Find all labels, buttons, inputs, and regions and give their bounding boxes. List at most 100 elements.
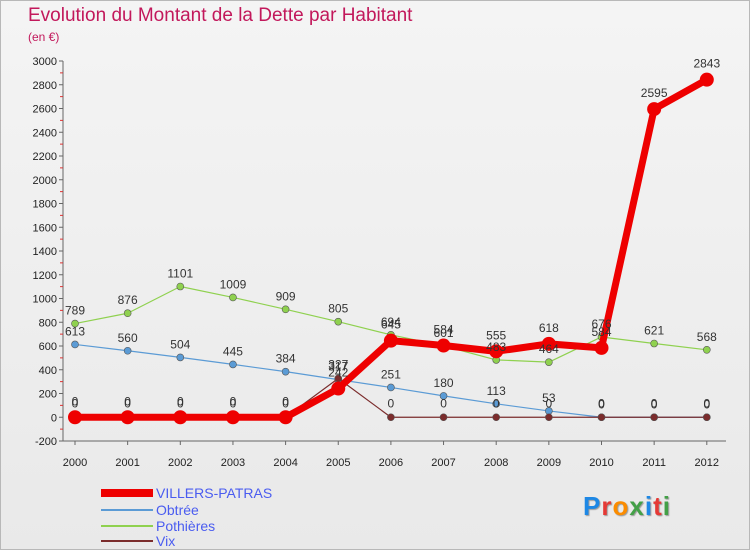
data-label: 584 xyxy=(434,323,454,337)
y-tick-label: 1400 xyxy=(33,246,57,258)
x-tick-label: 2009 xyxy=(537,457,561,469)
y-tick-label: 2400 xyxy=(33,127,57,139)
data-label: 694 xyxy=(381,315,401,329)
data-label: 0 xyxy=(440,396,447,410)
data-point xyxy=(387,413,395,422)
y-tick-label: 2800 xyxy=(33,80,57,92)
data-label: 876 xyxy=(118,293,138,307)
data-point xyxy=(387,383,395,392)
chart-title: Evolution du Montant de la Dette par Hab… xyxy=(28,5,413,26)
data-point xyxy=(436,338,451,353)
data-label: 0 xyxy=(282,394,289,408)
data-label: 251 xyxy=(381,367,401,381)
y-tick-label: 0 xyxy=(51,412,57,424)
data-point xyxy=(597,413,606,422)
data-label: 0 xyxy=(388,396,395,410)
x-tick-label: 2005 xyxy=(326,457,350,469)
y-tick-label: 800 xyxy=(39,317,57,329)
data-label: 242 xyxy=(328,366,348,380)
legend-label: Pothières xyxy=(156,518,215,534)
y-tick-label: 200 xyxy=(39,389,57,401)
data-label: 2595 xyxy=(641,86,668,100)
data-point xyxy=(545,358,553,366)
y-tick-label: 2600 xyxy=(33,104,57,116)
data-point xyxy=(541,336,556,351)
data-label: 0 xyxy=(177,394,184,408)
data-point xyxy=(699,72,714,87)
data-label: 504 xyxy=(170,337,190,351)
data-label: 0 xyxy=(72,394,79,408)
data-point xyxy=(225,410,240,425)
data-point xyxy=(229,360,237,369)
data-label: 568 xyxy=(697,330,717,344)
data-point xyxy=(492,400,501,408)
x-tick-label: 2000 xyxy=(63,457,87,469)
data-point xyxy=(281,305,290,314)
legend-label: Obtrée xyxy=(156,502,199,518)
x-tick-label: 2007 xyxy=(431,457,455,469)
data-point xyxy=(71,319,79,328)
data-point xyxy=(173,410,188,425)
data-label: 1009 xyxy=(220,277,247,291)
data-label: 445 xyxy=(223,344,243,358)
data-point xyxy=(68,410,82,425)
y-tick-label: 1200 xyxy=(33,270,57,282)
data-label: 555 xyxy=(486,328,506,342)
data-point xyxy=(439,413,448,422)
data-point xyxy=(176,353,185,362)
data-point xyxy=(281,367,290,376)
y-tick-label: 1000 xyxy=(33,294,57,306)
legend-label: Vix xyxy=(156,533,175,549)
data-label: 0 xyxy=(493,396,500,410)
x-tick-label: 2010 xyxy=(589,457,613,469)
data-point xyxy=(702,345,711,354)
x-tick-label: 2008 xyxy=(484,457,508,469)
data-label: 805 xyxy=(328,302,348,316)
data-label: 0 xyxy=(651,397,658,411)
y-tick-label: 400 xyxy=(39,365,57,377)
data-label: 327 xyxy=(328,357,348,371)
x-tick-label: 2002 xyxy=(168,457,192,469)
data-label: 645 xyxy=(381,318,401,332)
y-tick-label: 600 xyxy=(39,341,57,353)
data-label: 676 xyxy=(591,317,611,331)
data-label: 621 xyxy=(644,324,664,338)
data-label: 0 xyxy=(651,396,658,410)
x-tick-label: 2004 xyxy=(273,457,297,469)
data-point xyxy=(650,339,658,348)
data-label: 0 xyxy=(230,396,237,410)
y-tick-label: 2200 xyxy=(33,151,57,163)
data-label: 1101 xyxy=(167,267,193,281)
data-label: 0 xyxy=(72,396,79,410)
data-point xyxy=(120,410,135,425)
data-point xyxy=(492,413,501,422)
y-tick-label: 1800 xyxy=(33,199,57,211)
data-point xyxy=(334,317,343,326)
chart-subtitle: (en €) xyxy=(28,30,60,44)
data-point xyxy=(545,413,553,422)
y-tick-label: 1600 xyxy=(33,222,57,234)
data-label: 613 xyxy=(65,324,85,338)
data-label: 0 xyxy=(177,396,184,410)
data-point xyxy=(123,309,132,318)
data-point xyxy=(229,293,237,302)
data-label: 0 xyxy=(124,396,131,410)
data-label: 0 xyxy=(598,396,605,410)
proxiti-logo: Proxiti xyxy=(583,491,671,521)
data-label: 0 xyxy=(703,397,710,411)
x-tick-label: 2006 xyxy=(379,457,403,469)
data-label: 113 xyxy=(487,384,506,398)
y-tick-label: -200 xyxy=(35,436,57,448)
y-tick-label: 2000 xyxy=(33,175,57,187)
data-point xyxy=(176,282,185,291)
data-label: 464 xyxy=(539,342,559,356)
data-label: 0 xyxy=(598,397,605,411)
data-label: 0 xyxy=(546,396,553,410)
data-label: 180 xyxy=(434,376,454,390)
data-label: 601 xyxy=(434,326,454,340)
data-label: 789 xyxy=(65,304,85,318)
data-label: 53 xyxy=(542,391,556,405)
data-label: 0 xyxy=(124,394,131,408)
x-tick-label: 2012 xyxy=(695,457,719,469)
